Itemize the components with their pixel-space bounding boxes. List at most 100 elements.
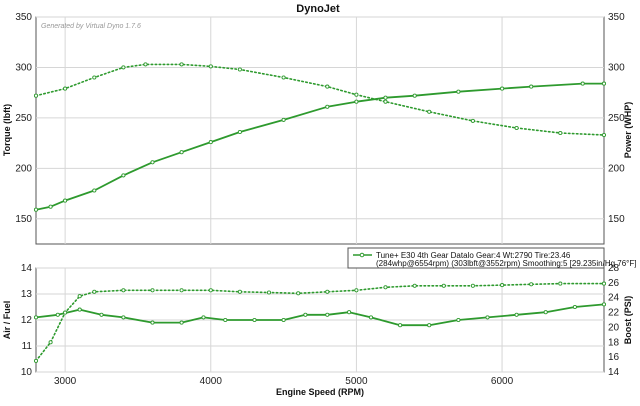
boost-tick-label: 20: [608, 322, 620, 333]
data-point: [150, 320, 155, 325]
data-point: [601, 281, 607, 286]
data-point: [558, 281, 563, 286]
data-point: [281, 75, 286, 80]
data-point: [237, 67, 242, 72]
data-point: [601, 81, 607, 86]
data-point: [252, 317, 257, 323]
power-tick-label: 150: [608, 214, 625, 225]
chart-title: DynoJet: [296, 3, 340, 15]
data-point: [558, 130, 563, 136]
data-point: [281, 317, 286, 323]
bottom-series: [33, 281, 607, 363]
data-point: [55, 312, 60, 317]
data-point: [514, 125, 519, 131]
boost-tick-label: 14: [608, 367, 620, 378]
data-point: [33, 315, 39, 320]
air-fuel-tick-label: 12: [21, 315, 33, 326]
legend-line-2: (284whp@6554rpm) (303lbft@3552rpm) Smoot…: [376, 259, 636, 268]
data-point: [63, 198, 68, 203]
data-point: [33, 207, 39, 212]
data-point: [33, 358, 39, 363]
boost-tick-label: 16: [608, 352, 620, 363]
data-point: [121, 65, 126, 70]
power-tick-label: 300: [608, 62, 625, 73]
data-point: [201, 315, 206, 320]
data-point: [383, 95, 388, 100]
legend-line-1: Tune+ E30 4th Gear Datalo Gear:4 Wt:2790…: [376, 251, 571, 260]
data-point: [601, 132, 607, 138]
legend-swatch-marker: [359, 252, 365, 258]
rpm-axis-label: Engine Speed (RPM): [276, 387, 364, 397]
air-fuel-tick-label: 13: [21, 289, 33, 300]
boost-tick-label: 28: [608, 263, 620, 274]
tick-labels: 150 200 250 300 350 150 200 250 300 350 10 11 12 13 14…: [15, 12, 625, 387]
data-point: [143, 62, 148, 67]
data-point: [485, 315, 490, 320]
data-point: [412, 93, 417, 98]
power-tick-label: 250: [608, 113, 625, 124]
torque-tick-label: 300: [15, 62, 32, 73]
data-point: [92, 188, 97, 193]
data-point: [237, 289, 242, 294]
power-tick-label: 200: [608, 163, 625, 174]
data-point: [441, 283, 446, 288]
top-plot-frame: [35, 16, 605, 245]
rpm-tick-label: 6000: [491, 376, 514, 387]
torque-tick-label: 350: [15, 12, 32, 23]
torque-tick-label: 250: [15, 113, 32, 124]
data-point: [121, 173, 126, 178]
data-point: [121, 315, 126, 320]
data-point: [368, 315, 374, 320]
data-point: [266, 290, 272, 295]
boost-tick-label: 26: [608, 278, 620, 289]
data-point: [77, 294, 82, 299]
rpm-tick-label: 5000: [345, 376, 368, 387]
legend: Tune+ E30 4th Gear Datalo Gear:4 Wt:2790…: [347, 247, 636, 269]
data-point: [347, 310, 352, 315]
rpm-tick-label: 3000: [54, 376, 77, 387]
data-point: [281, 117, 286, 122]
data-point: [121, 288, 126, 293]
rpm-tick-label: 4000: [200, 376, 223, 387]
data-point: [470, 118, 475, 123]
air-fuel-tick-label: 10: [21, 367, 33, 378]
top-series: [33, 62, 607, 212]
data-point: [580, 81, 585, 86]
data-point: [92, 289, 97, 294]
data-point: [296, 291, 301, 296]
data-point: [33, 93, 39, 98]
data-point: [383, 99, 388, 104]
data-point: [529, 282, 534, 287]
data-point: [470, 283, 475, 288]
torque-tick-label: 200: [15, 163, 32, 174]
data-point: [179, 320, 184, 325]
data-point: [99, 312, 104, 317]
data-point: [412, 283, 417, 288]
data-point: [456, 89, 461, 94]
torque-axis-label: Torque (lbft): [2, 104, 12, 156]
data-point: [208, 288, 213, 293]
data-point: [237, 129, 242, 135]
data-point: [179, 150, 184, 155]
data-point: [48, 204, 53, 209]
watermark-text: Generated by Virtual Dyno 1.7.6: [41, 23, 141, 30]
data-point: [325, 312, 330, 317]
data-point: [398, 323, 403, 328]
air-fuel-tick-label: 14: [21, 263, 33, 274]
data-point: [150, 160, 155, 165]
boost-tick-label: 22: [608, 308, 620, 319]
data-point: [223, 317, 228, 323]
data-point: [92, 75, 97, 80]
power-tick-label: 350: [608, 12, 625, 23]
data-point: [208, 64, 213, 69]
air-fuel-axis-label: Air / Fuel: [2, 301, 12, 340]
data-point: [456, 317, 461, 323]
data-point: [529, 84, 534, 89]
data-point: [325, 289, 330, 294]
data-point: [179, 62, 184, 67]
data-point: [354, 92, 359, 97]
boost-axis-label: Boost (PSI): [623, 296, 633, 345]
data-point: [543, 310, 548, 315]
data-point: [427, 323, 432, 328]
